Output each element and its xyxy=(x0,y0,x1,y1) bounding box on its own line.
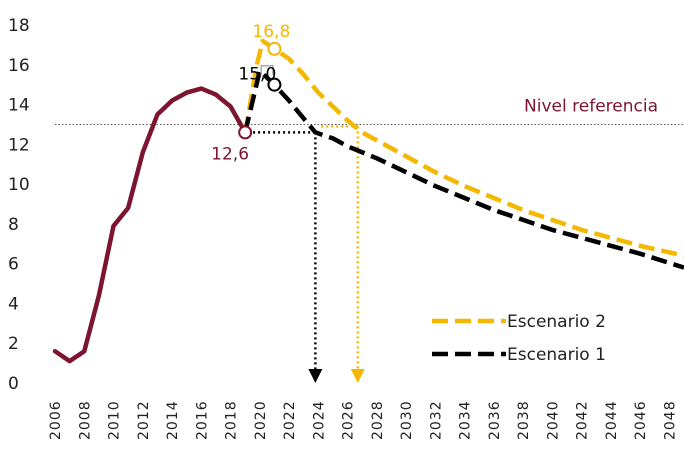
y-tick-label: 16 xyxy=(8,56,30,76)
x-tick-label: 2040 xyxy=(545,400,561,440)
series-lines xyxy=(52,38,684,364)
projection-arrows xyxy=(248,125,365,383)
y-tick-label: 12 xyxy=(8,135,30,155)
x-tick-label: 2018 xyxy=(224,400,240,440)
reference-label: Nivel referencia xyxy=(524,96,658,116)
x-tick-label: 2020 xyxy=(253,400,269,440)
arrow-head xyxy=(350,369,365,383)
x-tick-label: 2030 xyxy=(399,400,415,440)
x-tick-label: 2022 xyxy=(282,400,298,440)
y-tick-label: 8 xyxy=(8,215,19,235)
point-marker xyxy=(267,77,282,92)
y-tick-label: 4 xyxy=(8,294,19,314)
point-marker xyxy=(238,125,253,140)
x-tick-label: 2032 xyxy=(428,400,444,440)
y-tick-label: 2 xyxy=(8,334,19,354)
value-annotation: 15,0 xyxy=(238,65,276,85)
x-tick-label: 2026 xyxy=(341,400,357,440)
arrow-head xyxy=(308,369,323,383)
legend-label: Escenario 2 xyxy=(507,312,606,332)
y-tick-label: 18 xyxy=(8,16,30,36)
reference-line-group: Nivel referencia xyxy=(55,96,684,125)
value-annotation: 16,8 xyxy=(252,22,290,42)
historical-line xyxy=(52,86,248,364)
legend: Escenario 2 Escenario 1 xyxy=(432,312,606,365)
y-tick-label: 0 xyxy=(8,374,19,394)
x-tick-label: 2042 xyxy=(575,400,591,440)
escenario-2-line xyxy=(242,38,684,258)
point-markers xyxy=(238,41,282,140)
x-tick-label: 2008 xyxy=(77,400,93,440)
x-tick-label: 2038 xyxy=(516,400,532,440)
overlap-bracket xyxy=(260,65,274,75)
y-axis-ticks: 0 2 4 6 8 10 12 14 16 18 xyxy=(8,16,30,394)
x-tick-label: 2028 xyxy=(370,400,386,440)
x-tick-label: 2024 xyxy=(311,400,327,440)
legend-label: Escenario 1 xyxy=(507,345,606,365)
x-tick-label: 2006 xyxy=(48,400,64,440)
x-axis-ticks: 2006 2008 2010 2012 2014 2016 2018 2020 2022 2024… xyxy=(48,400,678,440)
y-tick-label: 6 xyxy=(8,255,19,275)
point-marker xyxy=(267,41,282,56)
x-tick-label: 2036 xyxy=(487,400,503,440)
escenario-1-line xyxy=(243,68,684,270)
value-annotation: 12,6 xyxy=(211,144,249,164)
value-annotations: 16,8 15,0 12,6 xyxy=(211,22,290,165)
x-tick-label: 2034 xyxy=(458,400,474,440)
x-tick-label: 2016 xyxy=(194,400,210,440)
y-tick-label: 10 xyxy=(8,175,30,195)
x-tick-label: 2046 xyxy=(633,400,649,440)
x-tick-label: 2012 xyxy=(136,400,152,440)
x-tick-label: 2048 xyxy=(662,400,678,440)
x-tick-label: 2014 xyxy=(165,400,181,440)
y-tick-label: 14 xyxy=(8,96,30,116)
x-tick-label: 2044 xyxy=(604,400,620,440)
x-tick-label: 2010 xyxy=(107,400,123,440)
